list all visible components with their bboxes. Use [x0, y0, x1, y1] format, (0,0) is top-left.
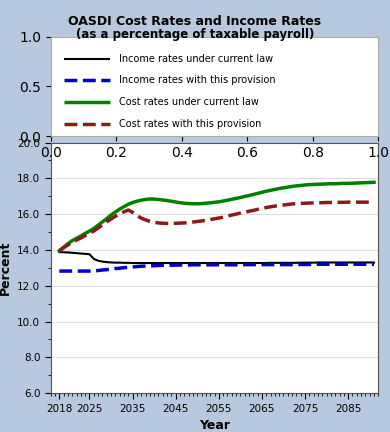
Text: Cost rates with this provision: Cost rates with this provision [119, 119, 262, 129]
X-axis label: Year: Year [199, 419, 230, 432]
Text: OASDI Cost Rates and Income Rates: OASDI Cost Rates and Income Rates [68, 15, 322, 28]
Text: Cost rates under current law: Cost rates under current law [119, 97, 259, 107]
Text: Income rates under current law: Income rates under current law [119, 54, 274, 64]
Y-axis label: Percent: Percent [0, 241, 12, 295]
Text: (as a percentage of taxable payroll): (as a percentage of taxable payroll) [76, 28, 314, 41]
Text: Income rates with this provision: Income rates with this provision [119, 76, 276, 86]
